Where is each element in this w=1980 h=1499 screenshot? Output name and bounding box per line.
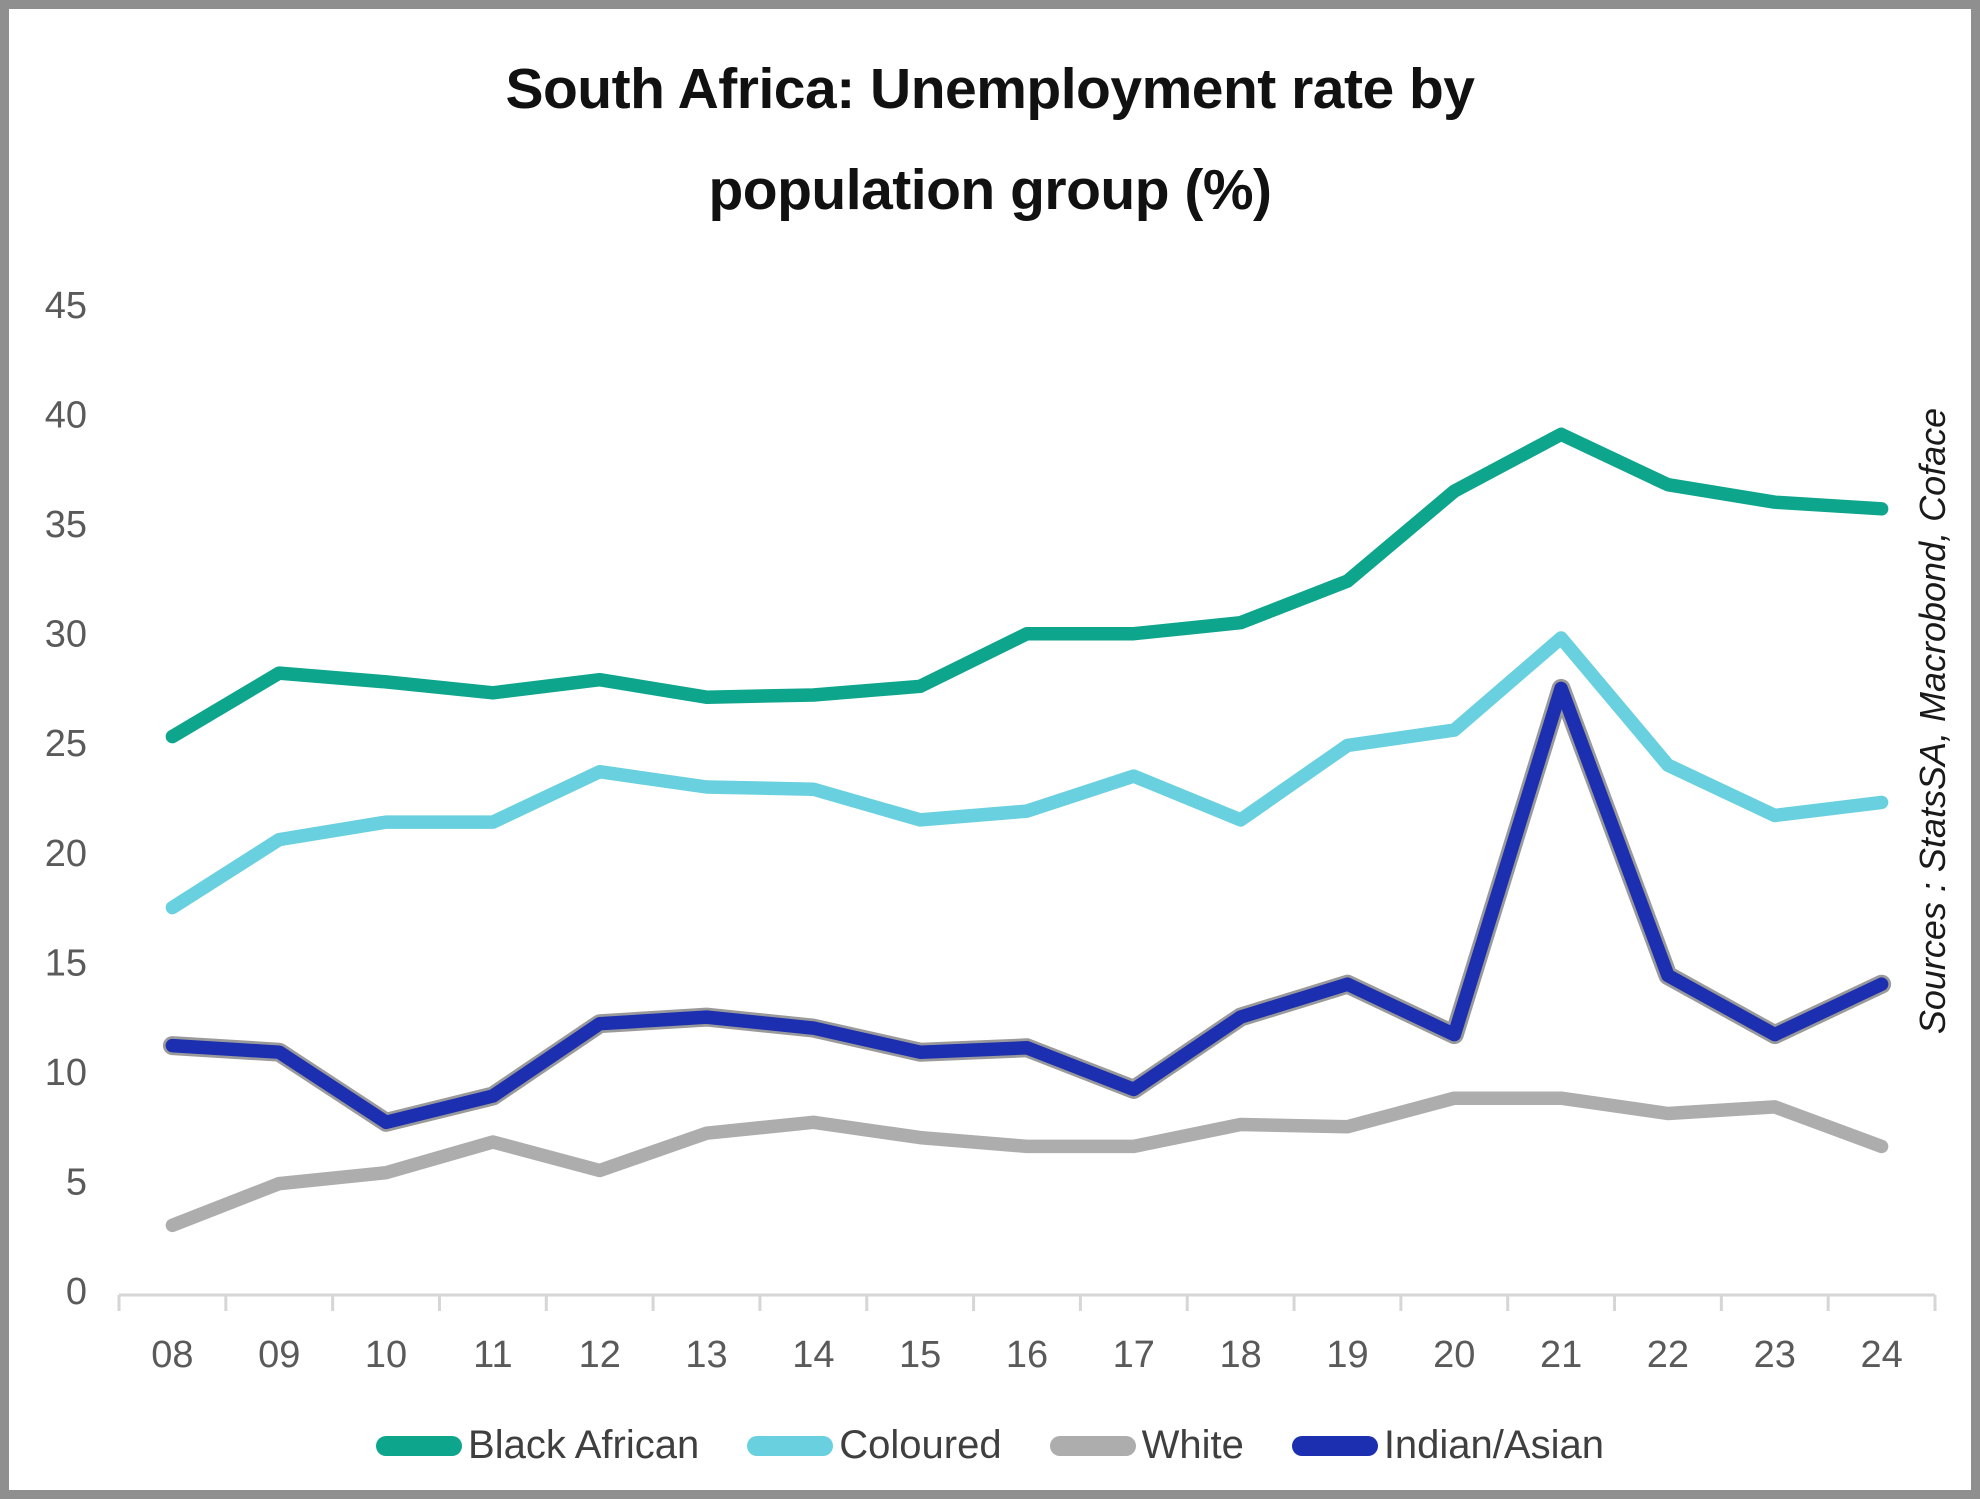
chart-title: South Africa: Unemployment rate by popul…	[9, 39, 1971, 241]
x-tick-label: 17	[1113, 1334, 1155, 1376]
legend-label-black-african: Black African	[468, 1423, 700, 1467]
line-chart: 0 5 10 15 20 25 30 35 40 45 08 09 10 11 12 13 14 15 16 17 18…	[45, 285, 1937, 1376]
legend-item-white: White	[1049, 1423, 1244, 1468]
chart-legend: Black African Coloured White Indian/Asian	[9, 1423, 1971, 1468]
x-tick-label: 13	[685, 1334, 727, 1376]
y-tick-label: 25	[45, 723, 87, 765]
x-tick-label: 09	[258, 1334, 300, 1376]
chart-title-line-2: population group (%)	[708, 158, 1272, 222]
source-note: Sources : StatsSA, Macrobond, Coface	[1912, 407, 1953, 1035]
x-tick-label: 11	[473, 1334, 512, 1376]
x-tick-label: 18	[1220, 1334, 1262, 1376]
x-tick-label: 21	[1540, 1334, 1582, 1376]
y-tick-label: 45	[45, 285, 87, 327]
series-line-outline-indian-asian	[162, 678, 1892, 1132]
x-tick-label: 08	[151, 1334, 193, 1376]
legend-swatch-coloured	[747, 1435, 834, 1456]
x-tick-label: 16	[1006, 1334, 1048, 1376]
x-tick-label: 20	[1433, 1334, 1475, 1376]
legend-item-indian-asian: Indian/Asian	[1291, 1423, 1604, 1468]
series-line-white	[165, 1091, 1889, 1233]
x-tick-label: 19	[1326, 1334, 1368, 1376]
series-line-black-african	[165, 427, 1889, 744]
y-tick-label: 15	[45, 942, 87, 984]
y-tick-label: 35	[45, 504, 87, 546]
chart-title-line-1: South Africa: Unemployment rate by	[505, 57, 1475, 121]
y-tick-label: 5	[66, 1161, 87, 1203]
y-tick-label: 20	[45, 833, 87, 875]
x-tick-label: 14	[792, 1334, 834, 1376]
legend-swatch-white	[1049, 1435, 1136, 1456]
y-tick-label: 0	[66, 1271, 87, 1313]
x-tick-label: 10	[365, 1334, 407, 1376]
series-line-coloured	[165, 631, 1889, 915]
legend-label-indian-asian: Indian/Asian	[1383, 1423, 1604, 1467]
y-tick-label: 40	[45, 395, 87, 437]
legend-swatch-indian-asian	[1291, 1435, 1378, 1456]
series-line-indian-asian	[165, 681, 1889, 1130]
x-tick-label: 12	[579, 1334, 621, 1376]
legend-swatch-black-african	[376, 1435, 463, 1456]
x-tick-label: 15	[899, 1334, 941, 1376]
x-tick-label: 22	[1647, 1334, 1689, 1376]
legend-item-black-african: Black African	[376, 1423, 699, 1468]
legend-label-white: White	[1141, 1423, 1244, 1467]
y-tick-label: 10	[45, 1052, 87, 1094]
x-tick-label: 24	[1860, 1334, 1902, 1376]
y-tick-label: 30	[45, 614, 87, 656]
x-tick-label: 23	[1754, 1334, 1796, 1376]
legend-label-coloured: Coloured	[839, 1423, 1002, 1467]
legend-item-coloured: Coloured	[747, 1423, 1002, 1468]
